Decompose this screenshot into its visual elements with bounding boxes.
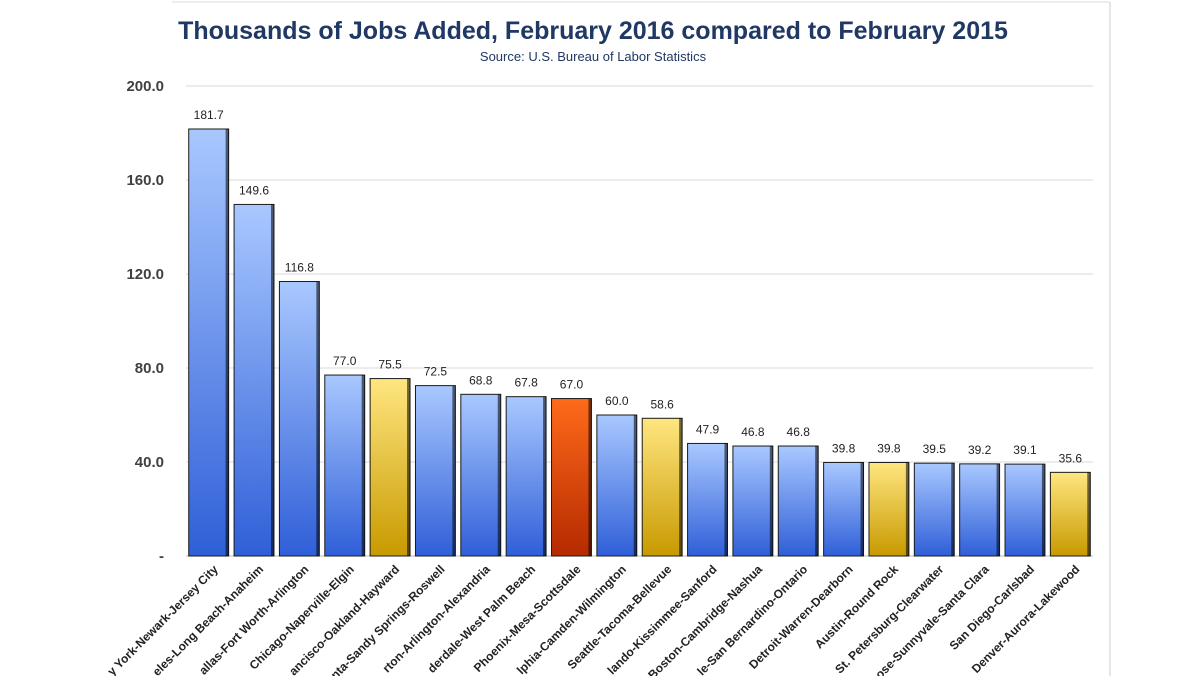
x-tick-label: San Diego-Carlsbad xyxy=(947,562,1038,653)
data-label: 67.8 xyxy=(514,376,538,390)
data-label: 39.8 xyxy=(877,441,901,455)
data-label: 35.6 xyxy=(1059,451,1083,465)
y-tick-label: - xyxy=(159,548,164,565)
data-label: 116.8 xyxy=(285,261,314,275)
bar xyxy=(233,203,275,557)
bar-shadow xyxy=(633,415,637,556)
data-label: 77.0 xyxy=(333,354,357,368)
data-label: 39.1 xyxy=(1013,443,1037,457)
bar xyxy=(460,393,502,557)
bar-shadow xyxy=(996,463,1000,556)
y-tick-label: 80.0 xyxy=(135,360,164,377)
bar xyxy=(369,378,411,557)
data-label: 72.5 xyxy=(424,365,448,379)
bar xyxy=(505,396,547,557)
bar xyxy=(687,442,728,557)
bar-shadow xyxy=(679,418,683,556)
chart-subtitle: Source: U.S. Bureau of Labor Statistics xyxy=(480,49,707,64)
data-label: 39.5 xyxy=(923,442,947,456)
bar-shadow xyxy=(497,394,501,556)
x-tick-label: Austin-Round Rock xyxy=(812,562,901,651)
data-label: 46.8 xyxy=(787,425,811,439)
data-label: 75.5 xyxy=(378,358,402,372)
bar-shadow xyxy=(905,462,909,556)
bar xyxy=(188,128,230,557)
bar-shadow xyxy=(1087,472,1091,556)
bar-shadow xyxy=(270,204,274,556)
bar xyxy=(959,463,1001,557)
bar-shadow xyxy=(769,446,773,556)
data-label: 46.8 xyxy=(741,425,765,439)
bar xyxy=(278,281,320,557)
bar xyxy=(641,417,683,557)
bar xyxy=(596,414,638,557)
bar-shadow xyxy=(951,463,955,556)
data-label: 60.0 xyxy=(605,394,629,408)
data-label: 67.0 xyxy=(560,378,584,392)
bar-shadow xyxy=(407,378,411,556)
bar-shadow xyxy=(361,375,365,556)
bar xyxy=(823,461,865,557)
bar xyxy=(1049,471,1091,557)
bar xyxy=(414,385,456,557)
data-label: 58.6 xyxy=(650,397,674,411)
bar xyxy=(913,462,955,557)
bar xyxy=(551,398,592,557)
data-label: 149.6 xyxy=(239,183,269,197)
bar xyxy=(868,461,910,557)
bar-shadow xyxy=(452,385,456,556)
bar-shadow xyxy=(815,446,819,556)
y-tick-label: 160.0 xyxy=(126,172,164,189)
bar xyxy=(1004,463,1046,557)
data-label: 39.8 xyxy=(832,441,856,455)
data-label: 39.2 xyxy=(968,443,992,457)
bar-shadow xyxy=(860,462,864,556)
bar-shadow xyxy=(724,443,728,556)
bar-shadow xyxy=(316,281,320,556)
bar-shadow xyxy=(1041,464,1045,556)
data-label: 47.9 xyxy=(696,422,720,436)
chart-title: Thousands of Jobs Added, February 2016 c… xyxy=(178,17,1008,45)
bar xyxy=(732,445,774,557)
bar-shadow xyxy=(543,396,547,556)
bar xyxy=(777,445,819,557)
bar-shadow xyxy=(225,129,229,556)
data-label: 181.7 xyxy=(194,108,224,122)
data-label: 68.8 xyxy=(469,373,493,387)
y-tick-label: 120.0 xyxy=(126,266,164,283)
y-tick-label: 40.0 xyxy=(135,454,164,471)
y-tick-label: 200.0 xyxy=(126,78,164,95)
bar xyxy=(324,374,366,557)
bar-shadow xyxy=(588,398,592,556)
